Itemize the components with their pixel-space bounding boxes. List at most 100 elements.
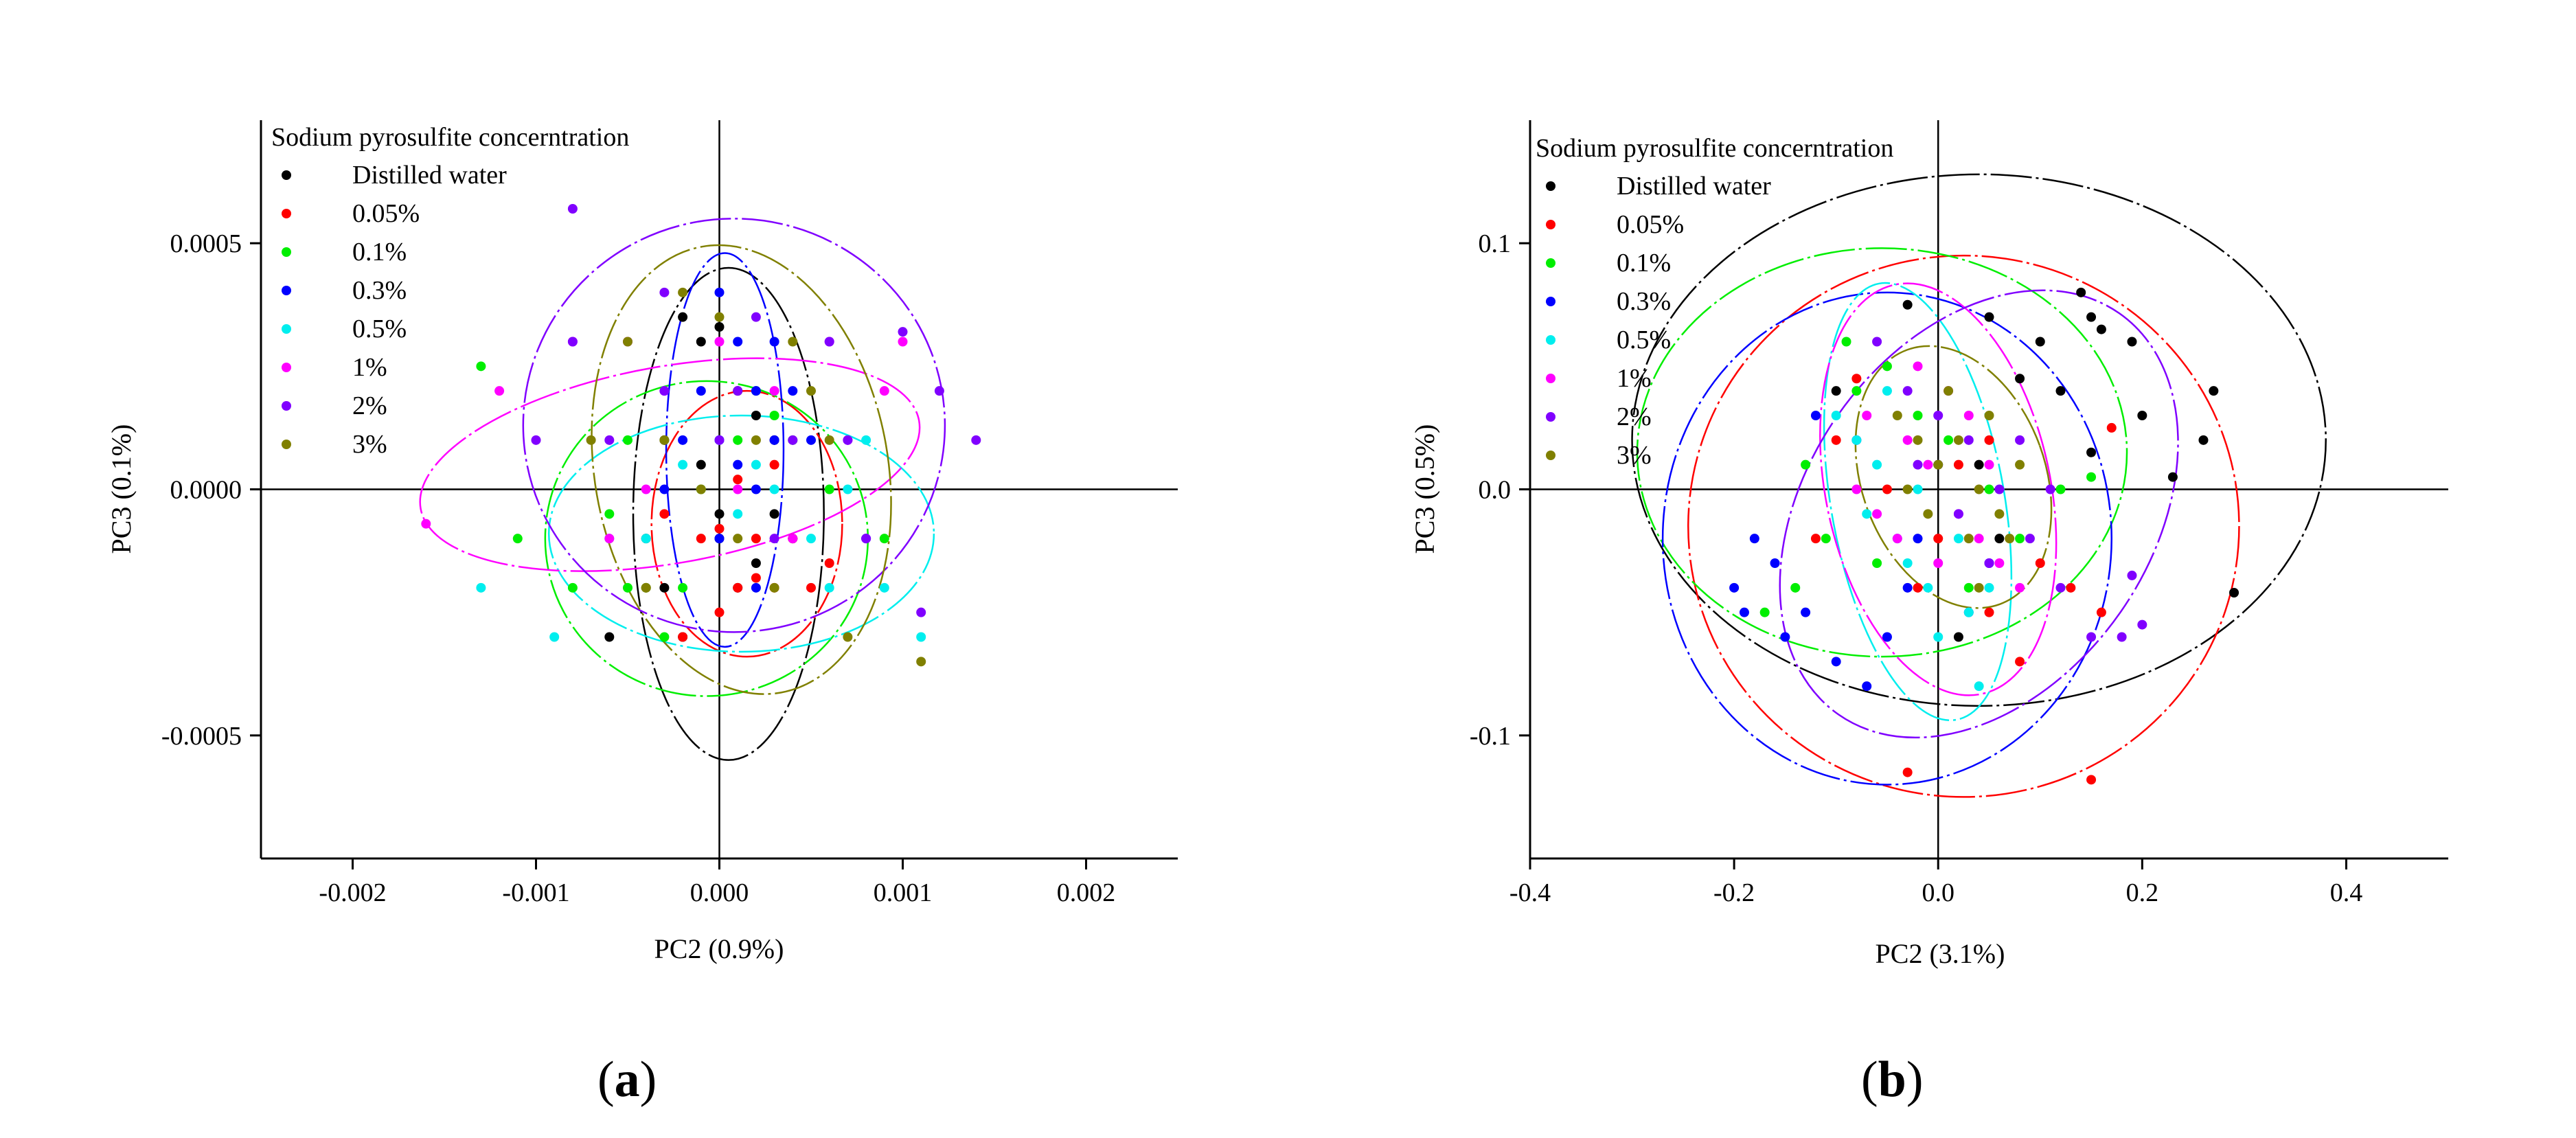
y-tick-label: -0.0005	[161, 722, 242, 751]
confidence-ellipse	[1854, 345, 2053, 609]
data-point	[2015, 459, 2025, 470]
data-point	[1913, 459, 1923, 470]
data-point	[2055, 582, 2066, 593]
data-point	[1994, 558, 2005, 568]
data-point	[1913, 411, 1923, 420]
legend-label: 0.5%	[1617, 326, 1671, 354]
data-point	[1984, 484, 1994, 494]
data-point	[1944, 386, 1954, 396]
data-point	[696, 484, 706, 494]
data-point	[1963, 582, 1974, 593]
data-point	[714, 322, 725, 332]
data-point	[1974, 459, 1984, 470]
data-point	[1831, 386, 1841, 396]
legend-marker	[1546, 374, 1555, 383]
legend-label: 2%	[352, 391, 387, 420]
data-point	[1729, 582, 1740, 593]
data-point	[476, 361, 486, 372]
confidence-ellipse	[632, 266, 825, 761]
data-point	[1923, 582, 1933, 593]
data-point	[1780, 632, 1790, 642]
x-tick-label: 0.2	[2126, 878, 2159, 907]
data-point	[751, 582, 761, 593]
data-point	[2035, 558, 2045, 568]
data-point	[788, 435, 798, 445]
y-axis-title: PC3 (0.1%)	[106, 424, 137, 554]
data-point	[2035, 337, 2045, 347]
data-point	[733, 484, 743, 494]
y-tick-label: 0.1	[1479, 229, 1512, 258]
data-point	[1759, 607, 1770, 617]
data-point	[714, 509, 725, 519]
data-point	[788, 386, 798, 396]
data-point	[1963, 534, 1974, 544]
data-point	[1892, 534, 1902, 544]
data-point	[2015, 582, 2025, 593]
y-tick-label: 0.0005	[170, 229, 242, 258]
legend-marker	[1546, 258, 1555, 268]
data-point	[751, 558, 761, 568]
confidence-ellipse	[1779, 289, 2179, 739]
data-point	[1984, 607, 1994, 617]
data-point	[824, 484, 834, 494]
x-tick-label: -0.002	[319, 878, 386, 907]
data-point	[879, 534, 889, 544]
data-point	[2015, 657, 2025, 667]
data-point	[769, 509, 779, 519]
data-point	[1913, 361, 1923, 372]
confidence-ellipse	[591, 244, 892, 695]
data-point	[1902, 386, 1913, 396]
data-point	[1933, 411, 1944, 420]
data-point	[1841, 337, 1851, 347]
data-point	[1851, 386, 1862, 396]
data-point	[733, 337, 743, 347]
data-point	[696, 337, 706, 347]
confidence-ellipse	[1687, 254, 2240, 798]
data-point	[751, 534, 761, 544]
data-point	[696, 459, 706, 470]
data-point	[1984, 459, 1994, 470]
data-point	[751, 312, 761, 322]
data-point	[1913, 534, 1923, 544]
data-point	[696, 534, 706, 544]
data-point	[1749, 534, 1759, 544]
data-point	[1963, 411, 1974, 420]
legend-marker	[1546, 335, 1555, 345]
confidence-ellipse	[544, 380, 869, 697]
data-point	[604, 435, 615, 445]
data-point	[1953, 509, 1963, 519]
legend-marker	[1546, 181, 1555, 191]
data-point	[2055, 386, 2066, 396]
data-point	[1984, 435, 1994, 445]
data-point	[1923, 459, 1933, 470]
data-point	[824, 435, 834, 445]
data-point	[751, 386, 761, 396]
data-point	[1902, 299, 1913, 310]
data-point	[531, 435, 541, 445]
data-point	[659, 484, 670, 494]
data-point	[1831, 435, 1841, 445]
chart-a: -0.002 -0.001 0.000 0.001 0.002 -0.0005 0.0000…	[106, 120, 1178, 964]
data-point	[806, 435, 816, 445]
data-point	[733, 435, 743, 445]
data-point	[971, 435, 981, 445]
data-point	[769, 534, 779, 544]
data-point	[659, 632, 670, 642]
data-point	[2096, 607, 2106, 617]
confidence-ellipse	[522, 218, 946, 633]
data-point	[623, 582, 632, 593]
data-point	[604, 632, 615, 642]
data-point	[1984, 411, 1994, 420]
data-point	[1913, 484, 1923, 494]
legend-marker	[282, 324, 291, 334]
data-point	[1851, 374, 1862, 384]
data-point	[1739, 607, 1749, 617]
data-point	[2086, 312, 2097, 322]
data-point	[476, 582, 486, 593]
data-point	[1933, 459, 1944, 470]
confidence-ellipse	[1819, 282, 2058, 696]
data-point	[549, 632, 560, 642]
data-point	[751, 573, 761, 583]
data-point	[1984, 582, 1994, 593]
legend-marker	[1546, 451, 1555, 460]
